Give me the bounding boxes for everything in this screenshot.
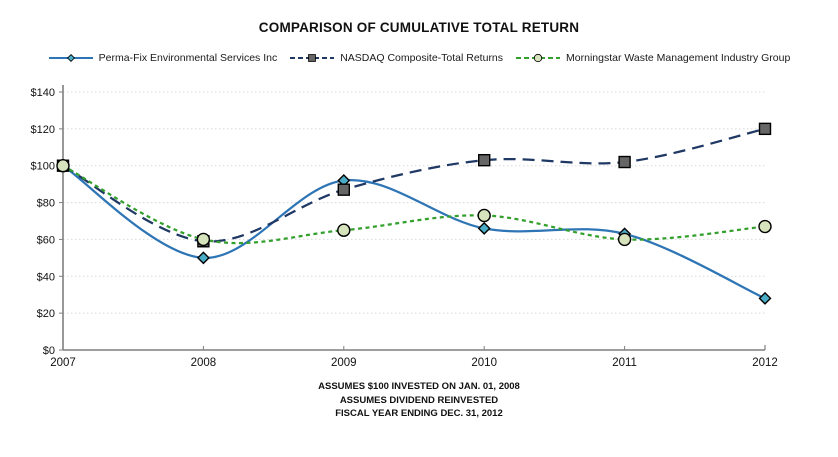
marker-circle-icon: [196, 232, 211, 247]
x-axis-tick-label: 2010: [471, 357, 497, 369]
series-line-1: [62, 127, 766, 243]
x-axis-tick-label: 2012: [752, 357, 778, 369]
series-line-2: [62, 164, 766, 245]
x-axis-tick-label: 2011: [612, 357, 637, 369]
marker-square-icon: [308, 54, 317, 62]
y-axis-tick-label: $60: [37, 234, 55, 246]
legend-diamond-line-icon: [48, 53, 93, 63]
chart-legend: Perma-Fix Environmental Services Inc NASD…: [0, 50, 838, 66]
series-line-0: [62, 164, 766, 300]
marker-square-icon: [618, 155, 631, 169]
marker-square-icon: [337, 183, 350, 196]
y-axis-tick-label: $140: [31, 87, 55, 99]
footnote-line: FISCAL YEAR ENDING DEC. 31, 2012: [335, 408, 503, 419]
y-axis-tick-label: $100: [31, 161, 55, 173]
y-axis-tick-label: $20: [37, 308, 55, 320]
marker-circle-icon: [477, 208, 491, 223]
x-axis-tick-label: 2007: [50, 357, 76, 369]
legend-label: Perma-Fix Environmental Services Inc: [98, 52, 278, 64]
legend-square-line-icon: [290, 54, 335, 62]
y-axis-tick-label: $80: [37, 198, 55, 210]
marker-diamond-icon: [477, 221, 491, 235]
footnote-line: ASSUMES $100 INVESTED ON JAN. 01, 2008: [318, 381, 520, 392]
marker-square-icon: [758, 122, 772, 136]
marker-circle-icon: [758, 219, 772, 234]
chart-footnotes: ASSUMES $100 INVESTED ON JAN. 01, 2008 A…: [0, 380, 838, 421]
legend-item-1: NASDAQ Composite-Total Returns: [289, 52, 503, 64]
legend-label: Morningstar Waste Management Industry Gr…: [566, 52, 791, 64]
legend-circle-line-icon: [516, 53, 561, 63]
legend-label: NASDAQ Composite-Total Returns: [340, 52, 504, 64]
chart-title: COMPARISON OF CUMULATIVE TOTAL RETURN: [258, 20, 580, 35]
legend-item-0: Perma-Fix Environmental Services Inc: [48, 52, 278, 64]
x-axis-tick-label: 2009: [331, 357, 357, 369]
marker-circle-icon: [56, 159, 70, 173]
y-axis-tick-label: $40: [37, 271, 55, 283]
footnote-line: ASSUMES DIVIDEND REINVESTED: [339, 394, 499, 406]
marker-diamond-icon: [66, 53, 75, 63]
marker-square-icon: [478, 153, 491, 167]
marker-circle-icon: [533, 53, 543, 63]
y-axis-tick-label: $0: [43, 345, 55, 357]
legend-item-2: Morningstar Waste Management Industry Gr…: [515, 52, 790, 64]
marker-diamond-icon: [196, 251, 210, 265]
marker-circle-icon: [617, 232, 632, 247]
y-axis-tick-label: $120: [31, 124, 55, 136]
x-axis-tick-label: 2008: [191, 357, 217, 369]
marker-circle-icon: [337, 223, 351, 237]
marker-diamond-icon: [758, 291, 772, 305]
line-chart-plot-area: $0 $20 $40 $60 $80 $100 $120 $140 2007 2008 2009 20…: [31, 85, 778, 369]
